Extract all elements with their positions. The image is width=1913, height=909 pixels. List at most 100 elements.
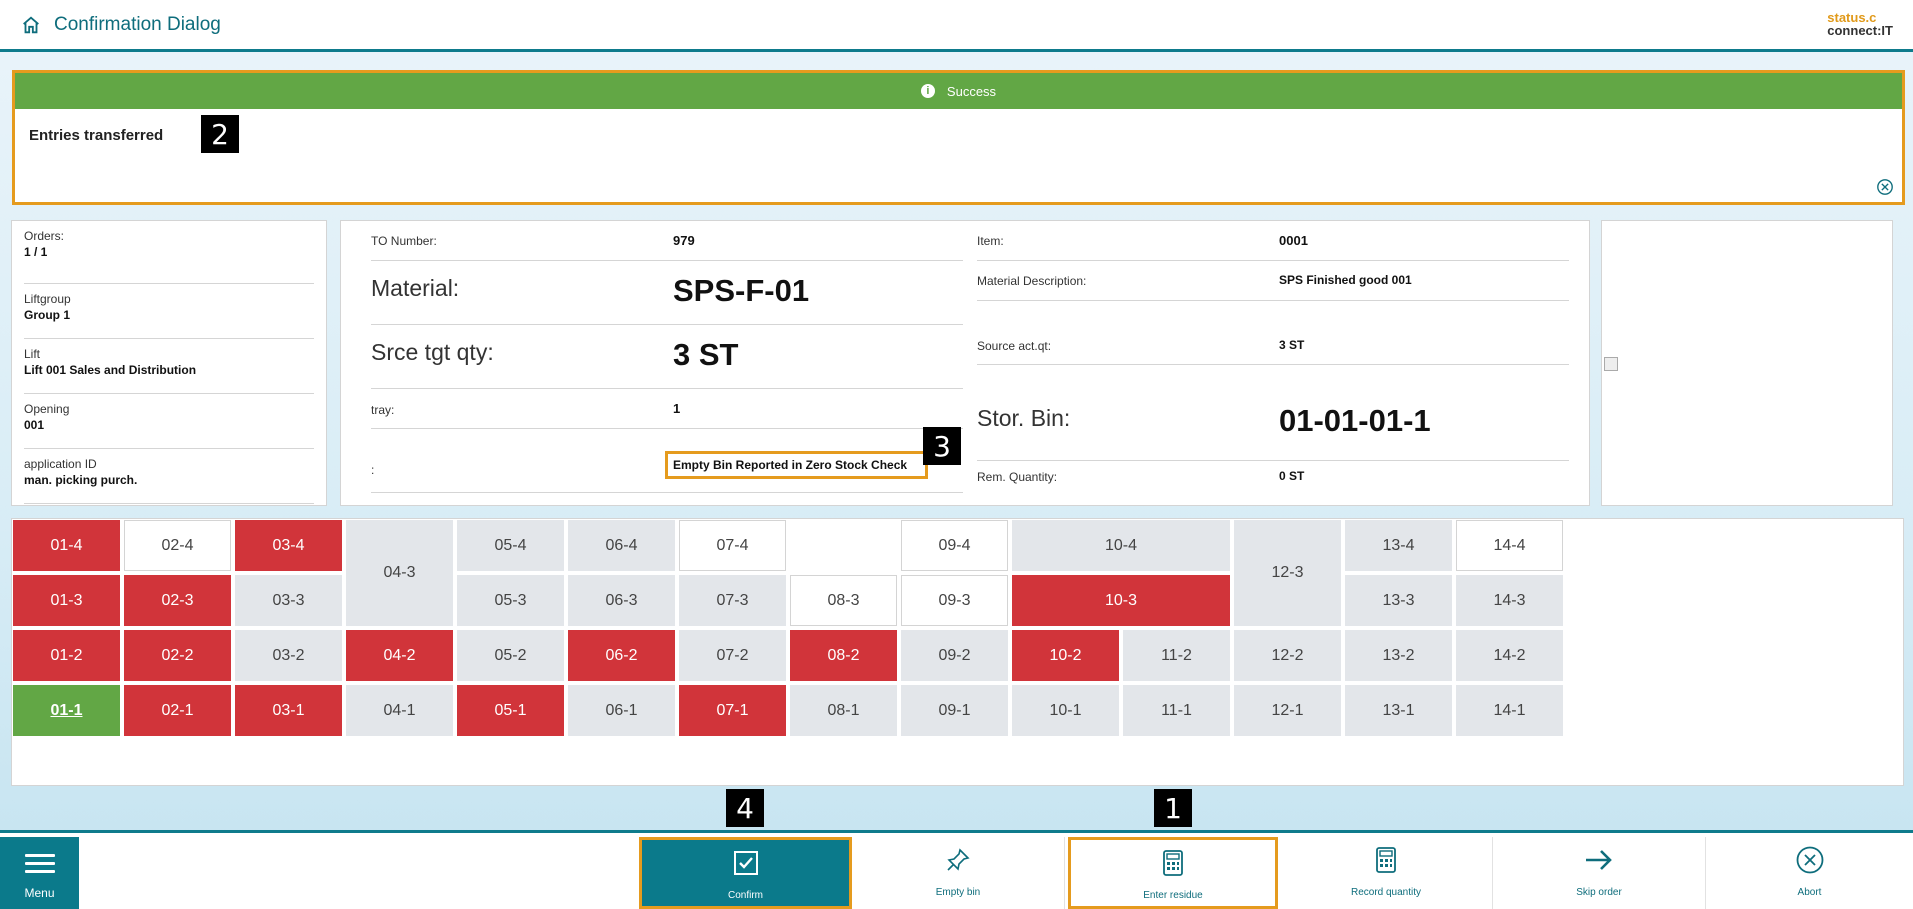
info-icon: i [920, 84, 935, 98]
detail-row-item: Item: 0001 [977, 221, 1569, 261]
detail-label: Item: [977, 234, 1004, 248]
storage-bin-02-3[interactable]: 02-3 [124, 575, 231, 626]
storage-bin-01-3[interactable]: 01-3 [13, 575, 120, 626]
info-value: 001 [24, 418, 45, 432]
storage-bin-09-2[interactable]: 09-2 [901, 630, 1008, 681]
storage-bin-13-2[interactable]: 13-2 [1345, 630, 1452, 681]
storage-bin-02-2[interactable]: 02-2 [124, 630, 231, 681]
storage-bin-13-4[interactable]: 13-4 [1345, 520, 1452, 571]
info-label: application ID [24, 457, 97, 471]
storage-bin-05-2[interactable]: 05-2 [457, 630, 564, 681]
detail-value: SPS Finished good 001 [1279, 273, 1412, 287]
detail-value: 01-01-01-1 [1279, 403, 1431, 438]
detail-row-tray: tray: 1 [371, 389, 963, 429]
confirm-button[interactable]: Confirm [639, 837, 852, 909]
menu-label: Menu [24, 886, 55, 900]
pin-icon [945, 845, 971, 875]
storage-bin-12-3[interactable]: 12-3 [1234, 520, 1341, 626]
storage-bin-08-1[interactable]: 08-1 [790, 685, 897, 736]
storage-bin-09-1[interactable]: 09-1 [901, 685, 1008, 736]
annotation-badge-2: 2 [201, 115, 239, 153]
info-row-liftgroup: Liftgroup Group 1 [24, 284, 314, 339]
storage-bin-08-2[interactable]: 08-2 [790, 630, 897, 681]
storage-bin-07-2[interactable]: 07-2 [679, 630, 786, 681]
company-logo: status.c connect:IT [1827, 11, 1893, 37]
storage-bin-08-3[interactable]: 08-3 [790, 575, 897, 626]
abort-button[interactable]: Abort [1706, 837, 1913, 909]
detail-value: 0001 [1279, 233, 1308, 248]
detail-label: Material Description: [977, 274, 1087, 288]
storage-bin-03-1[interactable]: 03-1 [235, 685, 342, 736]
storage-bin-09-3[interactable]: 09-3 [901, 575, 1008, 626]
storage-bin-01-1[interactable]: 01-1 [13, 685, 120, 736]
detail-value: SPS-F-01 [673, 273, 810, 308]
info-row-orders: Orders: 1 / 1 [24, 229, 314, 284]
transfer-order-details: TO Number: 979 Material: SPS-F-01 Srce t… [340, 220, 1590, 506]
detail-row-to-number: TO Number: 979 [371, 221, 963, 261]
storage-bin-06-4[interactable]: 06-4 [568, 520, 675, 571]
storage-bin-12-1[interactable]: 12-1 [1234, 685, 1341, 736]
storage-bin-01-4[interactable]: 01-4 [13, 520, 120, 571]
home-icon[interactable] [20, 14, 42, 36]
storage-bin-14-2[interactable]: 14-2 [1456, 630, 1563, 681]
storage-bin-04-3[interactable]: 04-3 [346, 520, 453, 626]
detail-row-exception: : Empty Bin Reported in Zero Stock Check [371, 429, 963, 493]
storage-bin-05-1[interactable]: 05-1 [457, 685, 564, 736]
calculator-icon [1162, 848, 1184, 878]
storage-bin-10-4[interactable]: 10-4 [1012, 520, 1230, 571]
storage-bin-03-2[interactable]: 03-2 [235, 630, 342, 681]
enter-residue-button[interactable]: Enter residue [1068, 837, 1278, 909]
storage-bin-14-3[interactable]: 14-3 [1456, 575, 1563, 626]
detail-row-rem-quantity: Rem. Quantity: 0 ST [977, 461, 1569, 493]
material-image-panel [1601, 220, 1893, 506]
storage-bin-03-3[interactable]: 03-3 [235, 575, 342, 626]
arrow-right-icon [1584, 845, 1614, 875]
storage-bin-09-4[interactable]: 09-4 [901, 520, 1008, 571]
storage-bin-14-4[interactable]: 14-4 [1456, 520, 1563, 571]
storage-bin-07-4[interactable]: 07-4 [679, 520, 786, 571]
storage-bin-06-2[interactable]: 06-2 [568, 630, 675, 681]
detail-value: 1 [673, 401, 681, 416]
storage-bin-05-4[interactable]: 05-4 [457, 520, 564, 571]
storage-bin-10-1[interactable]: 10-1 [1012, 685, 1119, 736]
storage-bin-06-3[interactable]: 06-3 [568, 575, 675, 626]
storage-bin-04-2[interactable]: 04-2 [346, 630, 453, 681]
detail-label: Rem. Quantity: [977, 470, 1058, 484]
annotation-badge-1: 1 [1154, 789, 1192, 827]
storage-bin-02-4[interactable]: 02-4 [124, 520, 231, 571]
storage-bin-grid: 01-4 02-4 03-4 04-3 05-4 06-4 07-4 09-4 10-4 12-3… [11, 518, 1904, 786]
skip-order-button[interactable]: Skip order [1493, 837, 1706, 909]
menu-button[interactable]: Menu [0, 837, 79, 909]
detail-row-source-act-qt: Source act.qt: 3 ST [977, 301, 1569, 365]
storage-bin-03-4[interactable]: 03-4 [235, 520, 342, 571]
logo-line-2: connect:IT [1827, 23, 1893, 38]
calculator-icon [1375, 845, 1397, 875]
storage-bin-07-1[interactable]: 07-1 [679, 685, 786, 736]
storage-bin-07-3[interactable]: 07-3 [679, 575, 786, 626]
storage-bin-11-1[interactable]: 11-1 [1123, 685, 1230, 736]
storage-bin-12-2[interactable]: 12-2 [1234, 630, 1341, 681]
storage-bin-04-1[interactable]: 04-1 [346, 685, 453, 736]
storage-bin-10-3[interactable]: 10-3 [1012, 575, 1230, 626]
storage-bin-14-1[interactable]: 14-1 [1456, 685, 1563, 736]
info-row-application-id: application ID man. picking purch. [24, 449, 314, 504]
detail-label: TO Number: [371, 234, 437, 248]
record-quantity-button[interactable]: Record quantity [1280, 837, 1493, 909]
info-row-lift: Lift Lift 001 Sales and Distribution [24, 339, 314, 394]
detail-label: : [371, 463, 375, 477]
close-message-icon[interactable] [1876, 178, 1894, 196]
storage-bin-11-2[interactable]: 11-2 [1123, 630, 1230, 681]
storage-bin-05-3[interactable]: 05-3 [457, 575, 564, 626]
empty-bin-button[interactable]: Empty bin [852, 837, 1065, 909]
storage-bin-01-2[interactable]: 01-2 [13, 630, 120, 681]
storage-bin-13-1[interactable]: 13-1 [1345, 685, 1452, 736]
storage-bin-13-3[interactable]: 13-3 [1345, 575, 1452, 626]
storage-bin-06-1[interactable]: 06-1 [568, 685, 675, 736]
app-header: Confirmation Dialog status.c connect:IT [0, 0, 1913, 52]
storage-bin-02-1[interactable]: 02-1 [124, 685, 231, 736]
detail-row-material-description: Material Description: SPS Finished good … [977, 261, 1569, 301]
storage-bin-10-2[interactable]: 10-2 [1012, 630, 1119, 681]
info-value: Lift 001 Sales and Distribution [24, 363, 197, 377]
message-text: Entries transferred [29, 127, 164, 144]
info-label: Opening [24, 402, 70, 416]
